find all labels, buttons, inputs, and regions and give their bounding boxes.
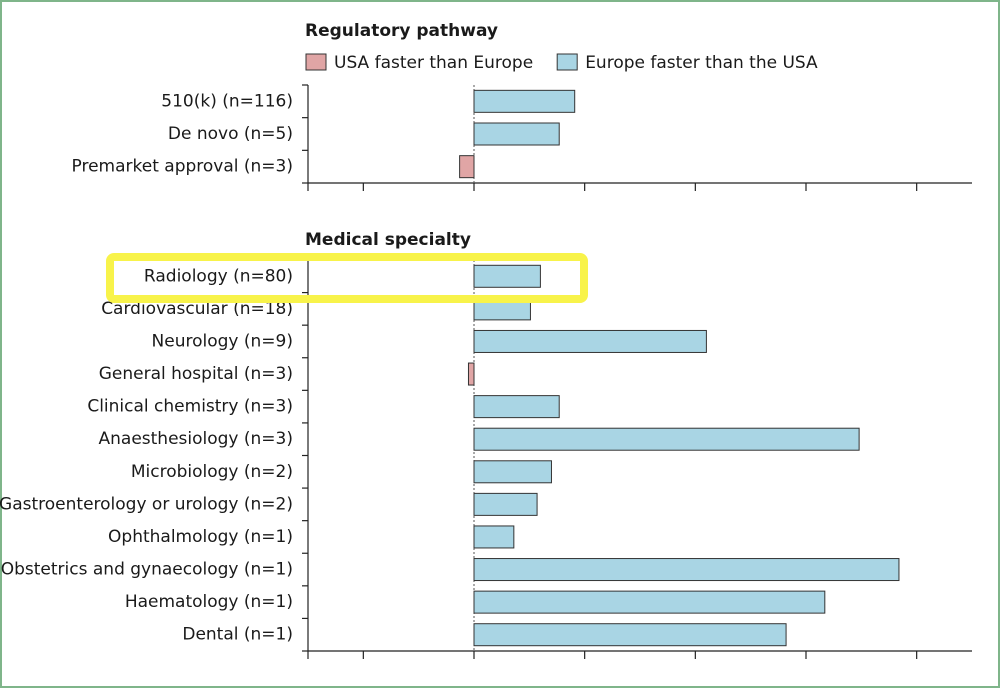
category-label: Cardiovascular (n=18) (101, 299, 293, 319)
category-label: Microbiology (n=2) (131, 462, 293, 482)
highlight-box (106, 253, 588, 303)
bar (473, 623, 787, 647)
bar (473, 264, 541, 288)
category-label: Anaesthesiology (n=3) (99, 429, 294, 449)
panel-title: Regulatory pathway (305, 21, 498, 41)
category-label: 510(k) (n=116) (161, 91, 293, 111)
bar (473, 525, 515, 549)
bar (473, 558, 900, 582)
bar (473, 89, 576, 113)
legend-label: Europe faster than the USA (585, 53, 818, 73)
category-label: Gastroenterology or urology (n=2) (0, 494, 293, 514)
category-label: Neurology (n=9) (152, 331, 293, 351)
category-label: General hospital (n=3) (99, 364, 293, 384)
legend-swatch (556, 53, 578, 71)
panel-title: Medical specialty (305, 230, 471, 250)
bar (473, 329, 707, 353)
bar (473, 427, 860, 451)
bar (467, 362, 475, 386)
bar (473, 122, 560, 146)
category-label: Obstetrics and gynaecology (n=1) (1, 560, 293, 580)
bar (473, 460, 552, 484)
category-label: Ophthalmology (n=1) (108, 527, 293, 547)
category-label: Haematology (n=1) (125, 592, 293, 612)
category-label: Clinical chemistry (n=3) (87, 397, 293, 417)
bar (473, 395, 560, 419)
bar (473, 590, 826, 614)
legend-swatch (305, 53, 327, 71)
category-label: Dental (n=1) (182, 625, 293, 645)
category-label: Radiology (n=80) (144, 266, 293, 286)
category-label: Premarket approval (n=3) (72, 157, 293, 177)
category-label: De novo (n=5) (168, 124, 293, 144)
legend-label: USA faster than Europe (334, 53, 533, 73)
bar (459, 155, 475, 179)
bar (473, 492, 538, 516)
